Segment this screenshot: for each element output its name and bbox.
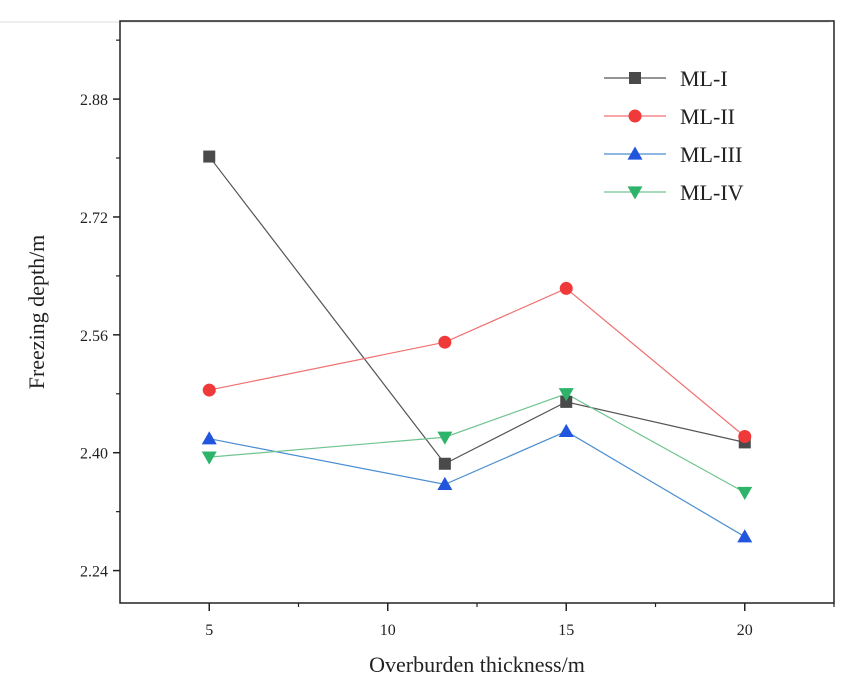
legend-label: ML-II [680, 104, 735, 129]
y-axis: 2.24 2.40 2.56 2.72 2.88 [80, 39, 120, 581]
x-tick-label: 5 [205, 622, 213, 639]
legend-label: ML-III [680, 142, 742, 167]
series-markers [201, 150, 753, 543]
x-axis-title: Overburden thickness/m [369, 652, 585, 677]
legend: ML-I ML-II ML-III ML-IV [604, 66, 744, 205]
series-line-ml-i [208, 156, 745, 465]
data-point-ml-ii [438, 335, 452, 349]
x-tick-label: 20 [737, 622, 753, 639]
data-point-ml-i [438, 457, 451, 470]
y-tick-label: 2.88 [80, 92, 108, 109]
data-point-ml-iv [558, 388, 574, 402]
series-line-ml-ii [209, 287, 746, 437]
legend-label: ML-IV [680, 180, 744, 205]
y-tick-label: 2.56 [80, 328, 108, 345]
y-tick-label: 2.72 [80, 210, 108, 227]
data-point-ml-ii [202, 383, 216, 397]
legend-marker [628, 109, 642, 123]
data-point-ml-iv [437, 431, 453, 445]
y-tick-label: 2.24 [80, 564, 108, 581]
series-line-ml-iii [209, 430, 746, 538]
y-tick-label: 2.40 [80, 446, 108, 463]
data-point-ml-i [203, 150, 216, 163]
legend-marker [627, 146, 643, 160]
data-point-ml-iii [558, 423, 574, 437]
legend-marker [627, 186, 643, 200]
series-lines [208, 156, 746, 538]
legend-label: ML-I [680, 66, 728, 91]
data-point-ml-iii [201, 431, 217, 445]
data-point-ml-iv [737, 486, 753, 500]
series-line-ml-iv [209, 393, 746, 494]
data-point-ml-iv [201, 451, 217, 465]
x-axis: 5 10 15 20 [205, 603, 835, 639]
data-point-ml-ii [559, 281, 573, 295]
y-axis-title: Freezing depth/m [24, 235, 49, 390]
x-tick-label: 10 [380, 622, 396, 639]
data-point-ml-ii [738, 430, 752, 444]
data-point-ml-iii [737, 529, 753, 543]
x-tick-label: 15 [558, 622, 574, 639]
data-point-ml-i [560, 395, 573, 408]
data-point-ml-iii [437, 476, 453, 491]
legend-marker [629, 72, 641, 84]
